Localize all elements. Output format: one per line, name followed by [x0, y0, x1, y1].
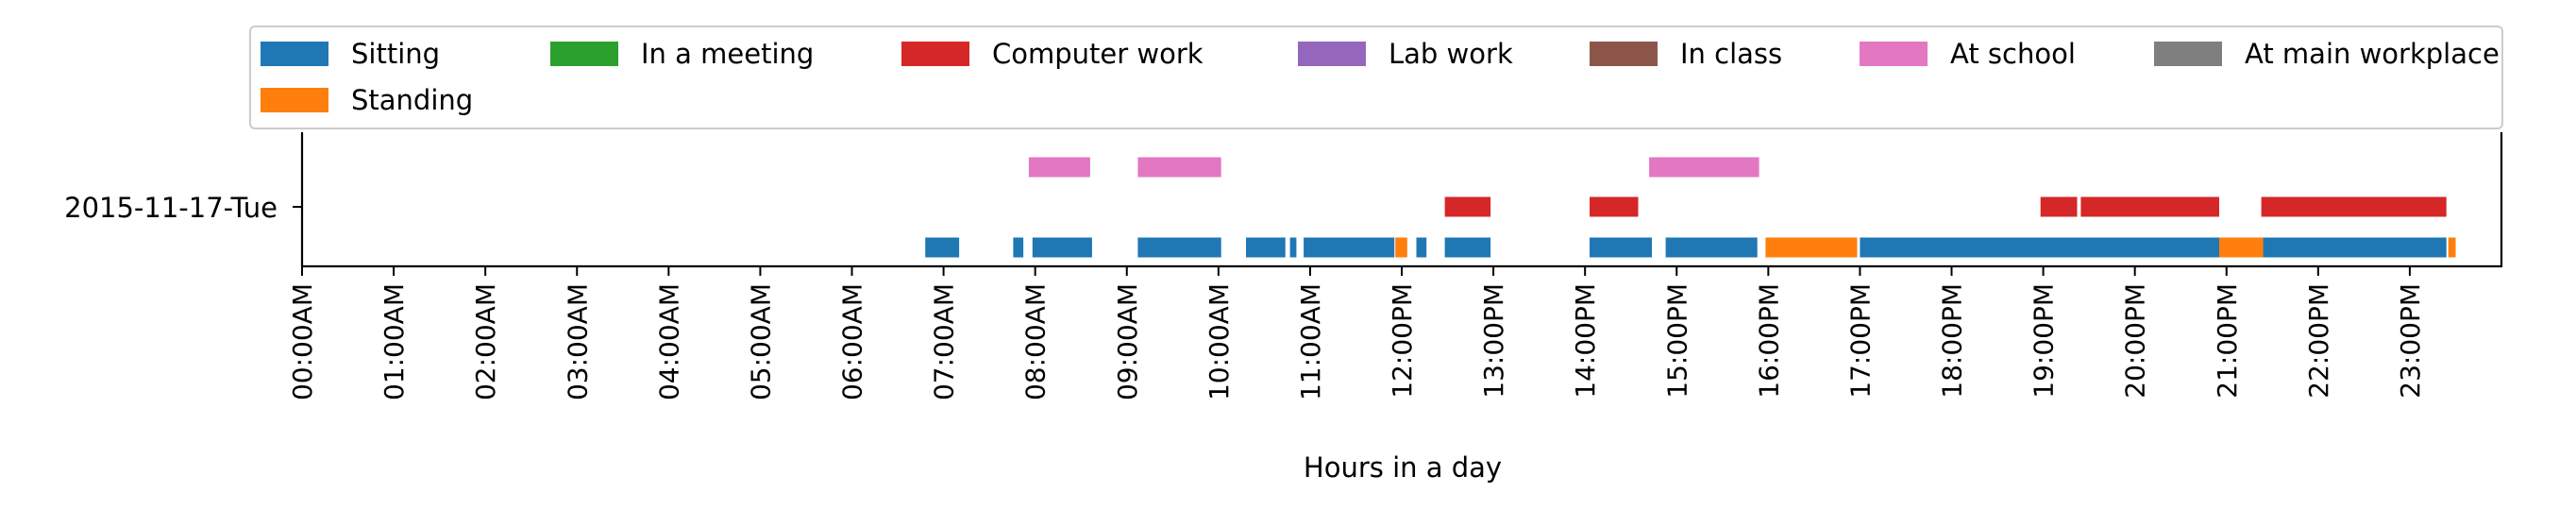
bar-sitting-9 — [1590, 237, 1652, 258]
bar-computer-work-0 — [1444, 196, 1491, 217]
y-axis: 2015-11-17-Tue — [64, 192, 302, 224]
bar-sitting-3 — [1137, 237, 1221, 258]
x-tick-label: 20:00PM — [2120, 283, 2151, 399]
x-tick-label: 13:00PM — [1478, 283, 1509, 399]
legend-item-computer-work: Computer work — [901, 38, 1204, 70]
x-axis: 00:00AM 01:00AM 02:00AM 03:00AM 04:00AM 05:00… — [287, 266, 2426, 400]
bar-computer-work-4 — [2261, 196, 2447, 217]
bar-sitting-1 — [1013, 237, 1024, 258]
legend-label-at-main-workplace: At main workplace — [2245, 38, 2500, 70]
legend-swatch-in-a-meeting — [550, 42, 618, 66]
bar-sitting-6 — [1304, 237, 1395, 258]
legend-label-standing: Standing — [351, 84, 473, 116]
bar-sitting-10 — [1665, 237, 1758, 258]
x-tick-label: 15:00PM — [1661, 283, 1692, 399]
legend-swatch-sitting — [261, 42, 328, 66]
bar-at-school-2 — [1649, 157, 1759, 178]
bar-computer-work-2 — [2040, 196, 2078, 217]
x-tick-label: 21:00PM — [2212, 283, 2243, 399]
bar-at-school-1 — [1137, 157, 1221, 178]
bar-standing-0 — [1395, 237, 1407, 258]
bar-standing-1 — [1765, 237, 1858, 258]
legend-item-standing: Standing — [261, 84, 473, 116]
x-tick-label: 12:00PM — [1387, 283, 1418, 399]
bar-at-school-0 — [1028, 157, 1090, 178]
x-tick-label: 18:00PM — [1937, 283, 1968, 399]
bar-sitting-12 — [2261, 237, 2447, 258]
bar-sitting-11 — [1860, 237, 2219, 258]
legend-label-at-school: At school — [1950, 38, 2076, 70]
bar-sitting-7 — [1416, 237, 1427, 258]
x-tick-label: 03:00AM — [562, 283, 593, 400]
x-tick-label: 04:00AM — [653, 283, 684, 400]
x-tick-label: 19:00PM — [2029, 283, 2060, 399]
x-tick-label: 14:00PM — [1570, 283, 1601, 399]
x-tick-label: 17:00PM — [1844, 283, 1876, 399]
legend-label-in-class: In class — [1680, 38, 1782, 70]
legend-item-sitting: Sitting — [261, 38, 440, 70]
legend-swatch-computer-work — [901, 42, 969, 66]
legend-item-at-main-workplace: At main workplace — [2154, 38, 2500, 70]
legend-item-at-school: At school — [1860, 38, 2076, 70]
x-tick-label: 01:00AM — [379, 283, 410, 400]
x-tick-label: 05:00AM — [745, 283, 776, 400]
x-tick-label: 08:00AM — [1020, 283, 1052, 400]
legend-label-computer-work: Computer work — [992, 38, 1204, 70]
x-tick-label: 06:00AM — [837, 283, 868, 400]
x-tick-label: 07:00AM — [929, 283, 960, 400]
x-tick-label: 09:00AM — [1112, 283, 1143, 400]
x-tick-label: 02:00AM — [470, 283, 501, 400]
bar-sitting-4 — [1246, 237, 1286, 258]
legend-swatch-lab-work — [1298, 42, 1366, 66]
bar-sitting-0 — [925, 237, 960, 258]
x-tick-label: 23:00PM — [2395, 283, 2426, 399]
x-tick-label: 11:00AM — [1295, 283, 1326, 400]
bar-sitting-2 — [1032, 237, 1092, 258]
x-tick-label: 16:00PM — [1753, 283, 1784, 399]
legend-label-lab-work: Lab work — [1389, 38, 1513, 70]
y-category-label: 2015-11-17-Tue — [64, 192, 278, 224]
legend-swatch-at-school — [1860, 42, 1928, 66]
bar-standing-3 — [2448, 237, 2456, 258]
x-tick-label: 00:00AM — [287, 283, 318, 400]
legend-item-in-class: In class — [1590, 38, 1782, 70]
legend-label-sitting: Sitting — [351, 38, 440, 70]
legend: Sitting In a meeting Computer work Lab work… — [249, 26, 2503, 129]
bar-sitting-8 — [1444, 237, 1491, 258]
bar-computer-work-1 — [1590, 196, 1639, 217]
legend-swatch-in-class — [1590, 42, 1658, 66]
legend-item-lab-work: Lab work — [1298, 38, 1513, 70]
legend-item-in-a-meeting: In a meeting — [550, 38, 814, 70]
bar-standing-2 — [2219, 237, 2264, 258]
x-tick-label: 22:00PM — [2303, 283, 2334, 399]
bar-computer-work-3 — [2080, 196, 2219, 217]
legend-swatch-standing — [261, 88, 328, 112]
x-axis-label: Hours in a day — [1304, 451, 1502, 484]
x-tick-label: 10:00AM — [1204, 283, 1235, 400]
plot-area — [300, 132, 2503, 268]
legend-frame — [249, 26, 2503, 129]
legend-swatch-at-main-workplace — [2154, 42, 2222, 66]
bar-sitting-5 — [1289, 237, 1297, 258]
legend-label-in-a-meeting: In a meeting — [641, 38, 814, 70]
